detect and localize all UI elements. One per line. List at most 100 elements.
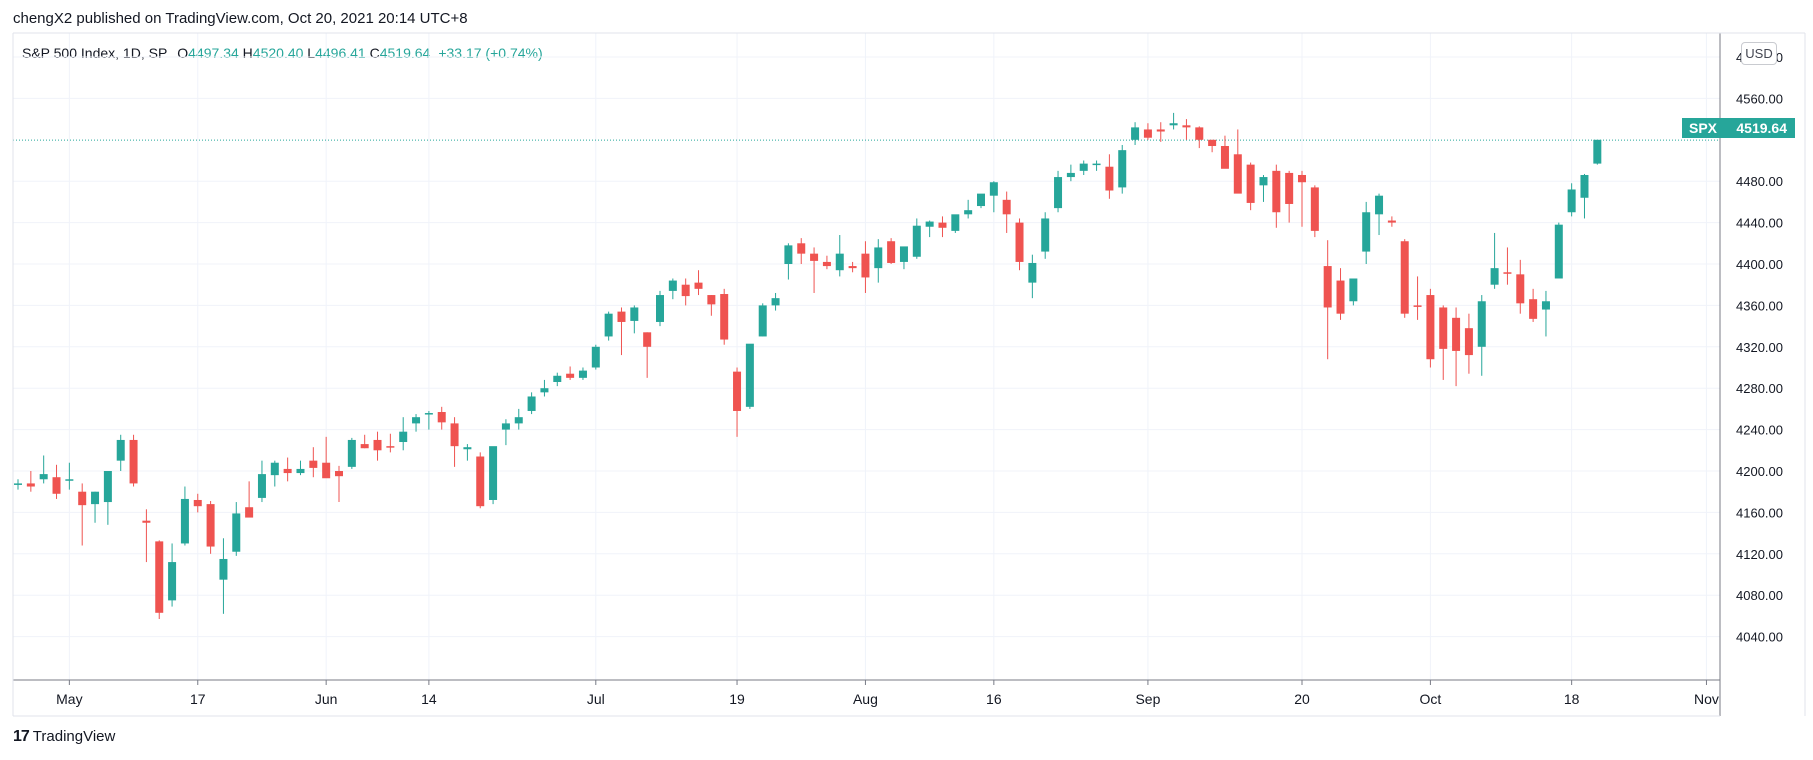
y-tick-label: 4240.00 (1736, 423, 1783, 438)
candle (129, 434, 138, 487)
candle (296, 460, 305, 476)
candle-body (553, 375, 562, 382)
candle (1298, 170, 1306, 227)
candle-body (270, 462, 279, 476)
candle-body (1220, 146, 1229, 169)
candle-body (989, 182, 998, 196)
currency-badge[interactable]: USD (1741, 42, 1777, 65)
candle-body (193, 499, 202, 507)
candle (540, 379, 549, 397)
candle-body (1079, 163, 1088, 171)
candle-body (1387, 220, 1396, 223)
candle (720, 288, 729, 345)
candle (745, 343, 754, 409)
candle-body (245, 507, 254, 518)
candle (1066, 164, 1075, 182)
candle-body (527, 396, 536, 411)
candle-body (1336, 280, 1345, 314)
candle (1400, 239, 1409, 318)
candle (964, 199, 973, 219)
candle (617, 307, 626, 356)
candle (527, 392, 536, 415)
candle (797, 238, 806, 264)
candles[interactable] (13, 112, 1720, 620)
y-tick-label: 4080.00 (1736, 588, 1783, 603)
candle (1490, 232, 1499, 289)
x-tick-label: 16 (986, 691, 1002, 707)
candle-body (1413, 305, 1422, 307)
y-tick-label: 4400.00 (1736, 257, 1783, 272)
candle (553, 372, 562, 387)
candle-body (257, 474, 266, 498)
candle-body (1541, 301, 1550, 310)
candle (1092, 160, 1101, 171)
x-tick-label: Nov (1694, 691, 1719, 707)
x-tick-label: Jul (587, 691, 605, 707)
candle-body (1208, 139, 1217, 147)
candle (1079, 160, 1088, 175)
high-label: H (242, 45, 253, 61)
candle-body (1105, 166, 1114, 191)
candle-body (78, 491, 87, 506)
candle (1182, 119, 1191, 140)
candle-body (180, 498, 189, 544)
candle-body (758, 305, 767, 337)
candle-body (1131, 127, 1140, 140)
candle-body (232, 513, 241, 552)
candle-body (296, 468, 305, 474)
candle-body (1439, 307, 1448, 349)
candle-body (912, 225, 921, 257)
tradingview-logo[interactable]: 17 TradingView (13, 728, 115, 746)
candle-body (861, 253, 870, 278)
candle-body (1298, 174, 1306, 183)
candle-body (424, 413, 433, 415)
candle (694, 270, 703, 296)
candle-body (463, 447, 472, 450)
candle-body (668, 280, 677, 291)
candle-body (360, 444, 369, 449)
candle-body (322, 462, 331, 479)
candle-body (1066, 172, 1075, 178)
x-tick-label: Jun (315, 691, 338, 707)
candle (1015, 218, 1024, 271)
candle (912, 218, 921, 259)
candle (1529, 288, 1538, 322)
candle (232, 502, 241, 556)
candle (925, 220, 934, 238)
candle (1041, 212, 1050, 259)
candle-body (335, 471, 343, 477)
candle-body (1477, 301, 1486, 347)
candle-body (964, 210, 973, 215)
candle (501, 419, 510, 446)
candle (835, 235, 844, 277)
candle-body (437, 412, 446, 423)
candle (578, 367, 587, 380)
grid (13, 33, 1720, 680)
candle (91, 491, 100, 523)
candle-body (489, 446, 498, 500)
candle-body (514, 417, 523, 424)
candle (681, 278, 690, 306)
candle-body (91, 491, 100, 505)
candle (1426, 288, 1435, 368)
candle (1259, 174, 1268, 202)
candle-body (1452, 317, 1461, 351)
candle (1285, 170, 1294, 223)
candle (1195, 126, 1204, 149)
candle-body (1259, 177, 1268, 186)
open-label: O (177, 45, 189, 61)
candle (1131, 122, 1140, 145)
candle (1143, 123, 1152, 140)
x-tick-label: 20 (1294, 691, 1310, 707)
candle-body (1195, 127, 1204, 140)
candle-body (733, 371, 742, 411)
candle-body (1426, 295, 1435, 360)
candle-body (386, 446, 395, 448)
candle (412, 414, 421, 432)
candle-body (155, 541, 164, 613)
candle (1208, 139, 1217, 153)
candle-body (566, 373, 575, 378)
y-tick-label: 4440.00 (1736, 216, 1783, 231)
candle-body (1310, 187, 1319, 231)
